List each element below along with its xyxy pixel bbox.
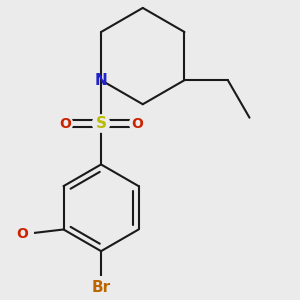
Circle shape	[15, 226, 30, 242]
Circle shape	[57, 116, 73, 131]
Text: O: O	[16, 227, 28, 241]
Circle shape	[91, 277, 112, 298]
Circle shape	[130, 116, 145, 131]
Circle shape	[92, 115, 110, 132]
Text: S: S	[96, 116, 106, 131]
Text: Br: Br	[92, 280, 111, 295]
Text: O: O	[59, 116, 71, 130]
Text: N: N	[95, 73, 107, 88]
Text: O: O	[131, 116, 143, 130]
